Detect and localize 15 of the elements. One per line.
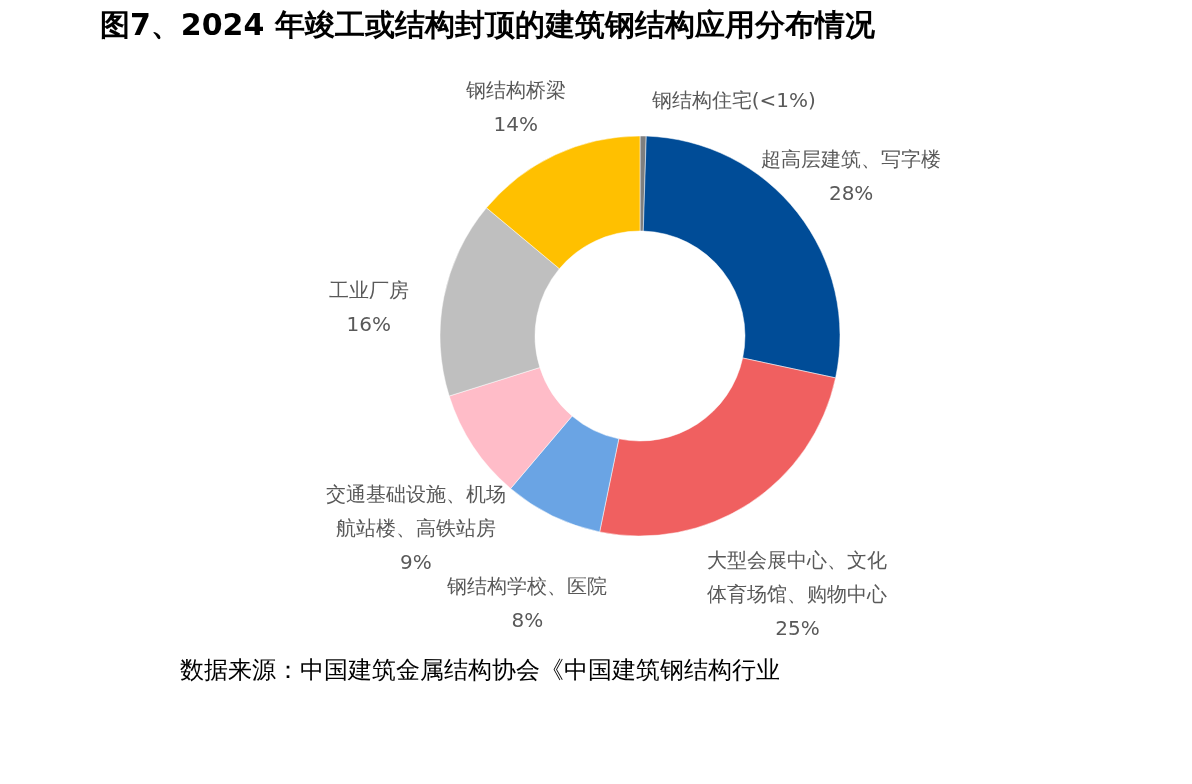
- slice-label: 钢结构学校、医院: [446, 573, 608, 598]
- data-label: 9%: [399, 550, 432, 575]
- data-label: 16%: [346, 312, 391, 337]
- slice-label: 工业厂房: [328, 278, 409, 303]
- slice-label: 钢结构住宅(<1%): [650, 88, 816, 113]
- data-label: 8%: [511, 607, 544, 632]
- data-label: 14%: [493, 111, 538, 136]
- slice-label: 大型会展中心、文化体育场馆、购物中心: [707, 548, 888, 607]
- chart-title: 图7、2024 年竣工或结构封顶的建筑钢结构应用分布情况: [100, 6, 876, 42]
- slice-label: 钢结构桥梁: [464, 77, 566, 102]
- slice-label: 超高层建筑、写字楼: [761, 146, 942, 171]
- slice-label: 交通基础设施、机场航站楼、高铁站房: [325, 482, 506, 541]
- source-note: 数据来源：中国建筑金属结构协会《中国建筑钢结构行业: [180, 656, 780, 684]
- data-label: 28%: [828, 180, 874, 205]
- data-label: 25%: [775, 616, 820, 641]
